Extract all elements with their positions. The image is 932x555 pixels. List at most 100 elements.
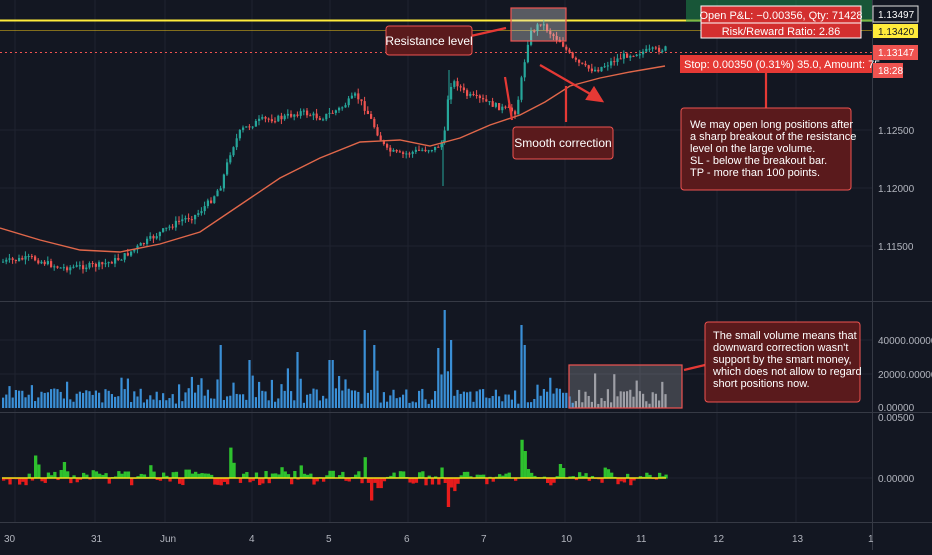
oscillator-bar <box>293 471 297 479</box>
volume-bar <box>418 390 421 408</box>
volume-bar <box>59 391 62 408</box>
oscillator-bar <box>69 478 73 484</box>
volume-bar <box>658 400 661 408</box>
oscillator-bar <box>72 475 76 479</box>
candle-body <box>526 44 529 63</box>
volume-bar <box>21 390 24 408</box>
oscillator-bar <box>75 478 79 483</box>
volume-bar <box>283 390 286 408</box>
volume-bar <box>85 390 88 408</box>
oscillator-bar <box>261 478 265 484</box>
candle-body <box>53 266 56 268</box>
correction-callout-text: Smooth correction <box>514 136 611 150</box>
candle-body <box>555 36 558 40</box>
oscillator-bar <box>264 471 268 479</box>
candle-body <box>395 150 398 152</box>
oscillator-bar <box>219 478 223 486</box>
oscillator-bar <box>155 478 159 480</box>
candle-body <box>376 127 379 136</box>
oscillator-bar <box>504 473 508 479</box>
candle-body <box>350 95 353 99</box>
oscillator-bar <box>200 473 204 479</box>
price-axis[interactable]: 1.13497 1.13420 1.13147 18:28 1.12500 1.… <box>872 5 919 253</box>
stop-loss-label[interactable]: Stop: 0.00350 (0.31%) 35.0, Amount: 75 <box>680 55 880 73</box>
correction-callout[interactable]: Smooth correction <box>512 126 614 160</box>
time-tick: 6 <box>404 534 410 545</box>
volume-tick: 20000.00000 <box>878 370 932 381</box>
candle-body <box>152 236 155 239</box>
volume-bar <box>469 391 472 408</box>
candle-body <box>485 99 488 102</box>
volume-bar <box>277 398 280 408</box>
candle-body <box>27 256 30 258</box>
long-note-line-5: TP - more than 100 points. <box>690 167 820 179</box>
oscillator-bar <box>629 478 633 486</box>
long-entry-note[interactable]: We may open long positions after a sharp… <box>680 107 859 191</box>
oscillator-bar <box>88 478 92 480</box>
resistance-highlight-box[interactable] <box>510 7 567 42</box>
candle-body <box>75 265 78 267</box>
time-tick: 13 <box>792 534 804 545</box>
candle-body <box>574 57 577 60</box>
volume-bar <box>213 398 216 408</box>
oscillator-bar <box>325 475 329 479</box>
volume-bar <box>30 385 33 408</box>
time-tick: 1 <box>868 534 874 545</box>
volume-bar <box>587 396 590 408</box>
candle-body <box>210 200 213 203</box>
volume-bar <box>107 390 110 408</box>
volume-bar <box>34 401 37 408</box>
trade-pnl-label[interactable]: Open P&L: −0.00356, Qty: 71428 <box>700 5 863 24</box>
volume-note[interactable]: The small volume means that downward cor… <box>704 321 865 403</box>
candle-body <box>101 262 104 265</box>
countdown-tag: 18:28 <box>878 66 903 77</box>
volume-bar <box>168 398 171 408</box>
candle-body <box>638 54 641 56</box>
candle-body <box>405 153 408 155</box>
oscillator-bar <box>226 478 230 485</box>
volume-bar <box>130 402 133 408</box>
candle-body <box>162 228 165 232</box>
volume-bar <box>427 403 430 408</box>
candle-body <box>533 30 536 32</box>
candle-body <box>104 263 107 265</box>
oscillator-bar <box>37 464 41 479</box>
oscillator-bar <box>370 478 374 501</box>
price-tick: 1.11500 <box>878 242 914 253</box>
oscillator-bar <box>357 471 361 479</box>
risk-reward-label[interactable]: Risk/Reward Ratio: 2.86 <box>700 22 862 39</box>
oscillator-bar <box>398 471 403 479</box>
candle-body <box>66 267 69 271</box>
candle-body <box>347 98 350 106</box>
oscillator-bar <box>152 471 156 479</box>
oscillator-bar <box>206 473 211 479</box>
volume-bar <box>536 384 539 408</box>
candle-body <box>46 261 49 265</box>
candle-body <box>504 106 507 108</box>
volume-bar <box>363 330 366 408</box>
candle-body <box>219 188 222 191</box>
candle-body <box>354 93 357 96</box>
candle-body <box>517 99 520 115</box>
candle-body <box>453 81 456 87</box>
volume-bar <box>594 373 597 408</box>
candle-body <box>606 65 609 67</box>
volume-bar <box>584 391 587 408</box>
candle-body <box>661 50 664 52</box>
oscillator-bar <box>507 472 511 479</box>
volume-axis[interactable]: 40000.00000 20000.00000 0.00000 <box>878 336 932 414</box>
volume-note-line-2: downward correction wasn't <box>713 342 848 354</box>
oscillator-axis[interactable]: 0.00500 0.00000 <box>878 413 915 485</box>
low-volume-highlight-box[interactable] <box>568 364 683 409</box>
volume-bar <box>219 345 222 408</box>
time-axis[interactable]: 30 31 Jun 4 5 6 7 10 11 12 13 1 <box>4 534 874 545</box>
candle-body <box>286 113 289 116</box>
resistance-callout[interactable]: Resistance level <box>385 25 473 56</box>
oscillator-bar <box>379 478 383 489</box>
volume-bar <box>309 393 312 408</box>
oscillator-bar <box>168 478 172 482</box>
volume-bar <box>622 391 625 408</box>
volume-note-line-3: support by the smart money, <box>713 354 852 366</box>
